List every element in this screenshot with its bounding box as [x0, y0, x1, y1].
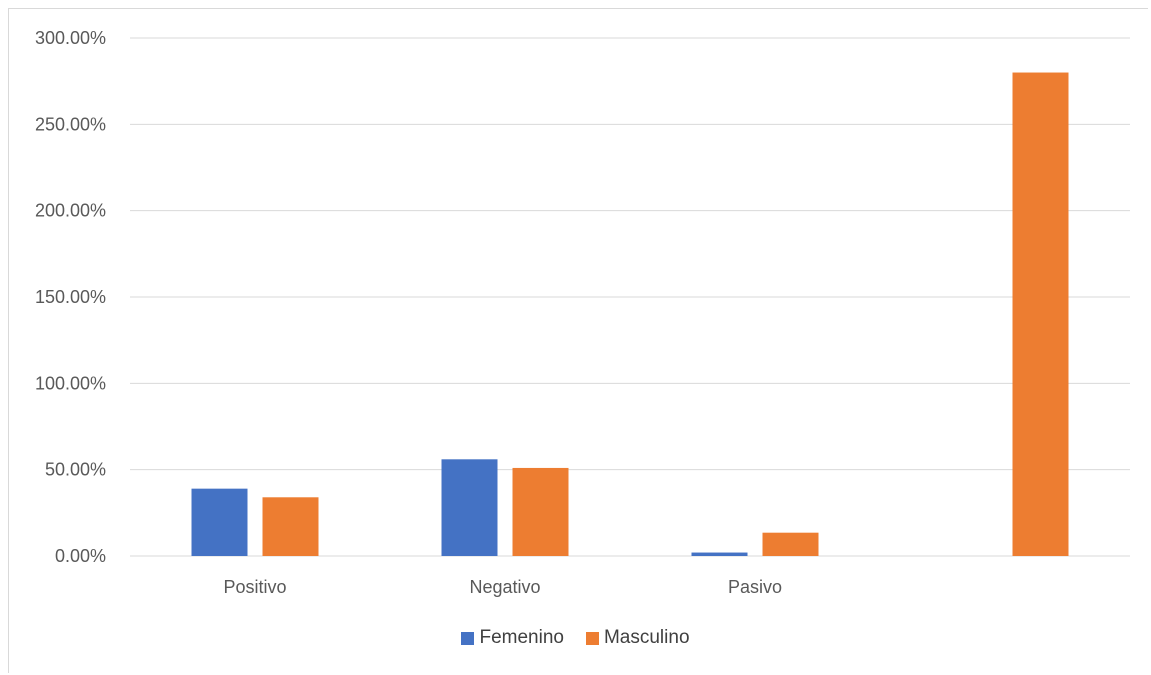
x-axis-tick-labels: Positivo Negativo Pasivo — [223, 577, 782, 597]
y-tick-label: 150.00% — [35, 287, 106, 307]
bar-femenino-pasivo — [691, 552, 748, 556]
legend-label-masculino: Masculino — [603, 627, 690, 648]
bar-masculino-negativo — [512, 467, 569, 556]
y-tick-label: 300.00% — [35, 28, 106, 48]
bar-femenino-negativo — [441, 459, 498, 556]
y-tick-label: 250.00% — [35, 114, 106, 134]
y-tick-label: 200.00% — [35, 201, 106, 221]
chart-frame — [8, 8, 1148, 673]
gridlines — [130, 37, 1130, 557]
y-tick-label: 50.00% — [45, 460, 106, 480]
x-tick-label-pasivo: Pasivo — [728, 577, 782, 597]
bar-femenino-positivo — [191, 488, 248, 556]
legend-item-femenino: Femenino — [461, 627, 564, 649]
y-axis-tick-labels: 0.00% 50.00% 100.00% 150.00% 200.00% 250.00% 3… — [35, 28, 106, 566]
bar-masculino-pasivo — [762, 532, 819, 556]
legend-swatch-femenino — [461, 631, 475, 645]
x-tick-label-negativo: Negativo — [469, 577, 540, 597]
y-tick-label: 0.00% — [55, 546, 106, 566]
legend-item-masculino: Masculino — [585, 627, 690, 649]
x-tick-label-positivo: Positivo — [223, 577, 286, 597]
legend: Femenino Masculino — [0, 627, 1151, 649]
legend-label-femenino: Femenino — [479, 627, 564, 648]
y-tick-label: 100.00% — [35, 373, 106, 393]
bars — [191, 72, 1069, 557]
bar-masculino-category-4 — [1012, 72, 1069, 557]
legend-swatch-masculino — [585, 631, 599, 645]
bar-masculino-positivo — [262, 497, 319, 556]
